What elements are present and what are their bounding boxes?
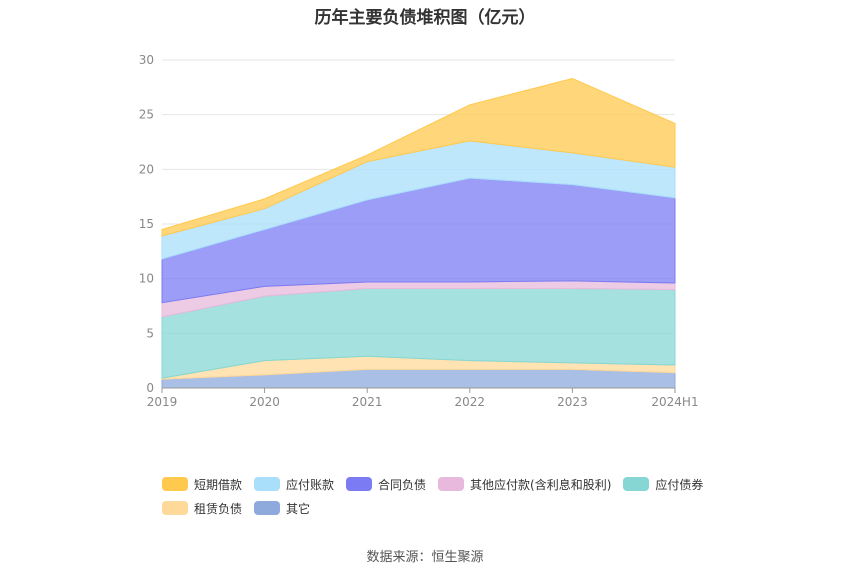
legend-item[interactable]: 短期借款: [162, 476, 242, 493]
y-tick-label: 15: [139, 217, 154, 231]
legend-item[interactable]: 应付账款: [254, 476, 334, 493]
legend-swatch: [162, 477, 188, 491]
y-tick-label: 0: [146, 381, 154, 395]
legend-label: 合同负债: [378, 477, 427, 492]
legend-row: 租赁负债 其它: [162, 496, 722, 520]
x-tick-label: 2022: [455, 395, 486, 409]
legend-label: 应付债券: [655, 477, 704, 492]
legend: 短期借款 应付账款 合同负债 其他应付款(含利息和股利) 应付债券租赁负债 其它: [162, 472, 722, 520]
legend-swatch: [162, 501, 188, 515]
x-tick-label: 2019: [147, 395, 178, 409]
x-tick-label: 2021: [352, 395, 383, 409]
legend-swatch: [254, 477, 281, 491]
legend-item[interactable]: 租赁负债: [162, 500, 242, 517]
y-tick-label: 20: [139, 162, 154, 176]
stacked-area-chart: 0 5 10 15 20 25 30 2019 2020 2021 2022 2023 2024H1: [139, 53, 699, 409]
legend-swatch: [254, 501, 281, 515]
legend-item[interactable]: 合同负债: [346, 476, 426, 493]
legend-row: 短期借款 应付账款 合同负债 其他应付款(含利息和股利) 应付债券: [162, 472, 722, 496]
legend-swatch: [438, 477, 465, 491]
x-tick-label: 2020: [249, 395, 280, 409]
area-series: [161, 78, 676, 389]
legend-swatch: [623, 477, 650, 491]
legend-label: 应付账款: [286, 477, 335, 492]
y-tick-label: 10: [139, 272, 154, 286]
x-tick-label: 2024H1: [651, 395, 698, 409]
axes: 0 5 10 15 20 25 30 2019 2020 2021 2022 2023 2024H1: [139, 53, 699, 409]
y-tick-label: 5: [146, 326, 154, 340]
legend-item[interactable]: 其它: [254, 500, 310, 517]
legend-item[interactable]: 其他应付款(含利息和股利): [438, 476, 611, 493]
area-series-6: [161, 78, 676, 237]
chart-title: 历年主要负债堆积图（亿元）: [314, 8, 536, 28]
y-tick-label: 25: [139, 108, 154, 122]
legend-swatch: [346, 477, 373, 491]
legend-label: 租赁负债: [194, 501, 243, 516]
legend-label: 短期借款: [194, 477, 243, 492]
source-note: 数据来源：恒生聚源: [366, 550, 484, 565]
legend-item[interactable]: 应付债券: [623, 476, 703, 493]
y-tick-label: 30: [139, 53, 154, 67]
x-tick-label: 2023: [557, 395, 588, 409]
legend-label: 其他应付款(含利息和股利): [470, 477, 612, 492]
legend-label: 其它: [286, 501, 311, 516]
